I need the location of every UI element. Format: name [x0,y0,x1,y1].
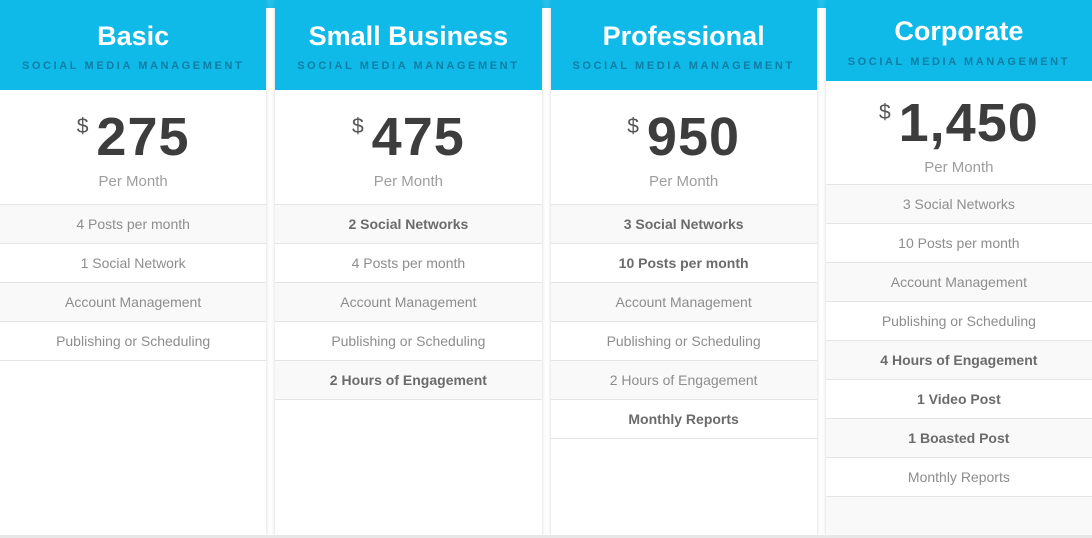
feature-text: Account Management [65,294,202,310]
plan-title: Professional [602,20,765,51]
feature-row: Publishing or Scheduling [825,301,1092,340]
feature-row: Account Management [275,282,542,321]
feature-row: Monthly Reports [825,457,1092,496]
plan-header: Corporate SOCIAL MEDIA MANAGEMENT [825,0,1092,82]
feature-row: Account Management [0,282,267,321]
price-amount: $475 [352,110,465,164]
feature-text: Account Management [615,294,752,310]
feature-row: 1 Boasted Post [825,418,1092,457]
feature-text: 4 Posts per month [351,255,466,271]
feature-text: 4 Posts per month [76,216,190,232]
plan-title: Basic [97,20,170,51]
currency-symbol: $ [878,100,891,124]
plan-card-small-business: Small Business SOCIAL MEDIA MANAGEMENT $… [275,0,542,535]
feature-row: Publishing or Scheduling [275,321,542,360]
feature-row: 4 Hours of Engagement [825,340,1092,379]
feature-text: 1 Video Post [916,391,1001,407]
currency-symbol: $ [76,115,89,138]
feature-text: 4 Hours of Engagement [880,352,1038,368]
feature-list: 3 Social Networks 10 Posts per month Acc… [825,184,1092,535]
feature-text: Monthly Reports [628,411,739,427]
price-amount: $950 [627,110,740,164]
feature-row: 10 Posts per month [550,243,817,282]
feature-list: 4 Posts per month 1 Social Network Accou… [0,204,267,535]
feature-row: Account Management [550,282,817,321]
price-period: Per Month [649,173,719,190]
top-accent-strip [0,0,1092,8]
plan-title: Small Business [308,20,509,51]
feature-text: 3 Social Networks [623,216,744,232]
feature-row: 2 Hours of Engagement [275,360,542,399]
price-number: 475 [371,107,465,167]
currency-symbol: $ [627,115,639,138]
feature-list-filler [0,360,267,535]
feature-row: 4 Posts per month [275,243,542,282]
currency-symbol: $ [351,115,364,138]
bottom-edge [0,535,1092,538]
plan-subtitle: SOCIAL MEDIA MANAGEMENT [847,55,1071,68]
feature-row: 10 Posts per month [825,223,1092,262]
plan-price: $950 Per Month [550,90,817,204]
plan-price: $475 Per Month [275,90,542,204]
price-period: Per Month [924,158,994,176]
feature-row: 3 Social Networks [825,184,1092,223]
plan-subtitle: SOCIAL MEDIA MANAGEMENT [21,60,245,73]
price-number: 950 [646,107,741,167]
feature-row: 2 Social Networks [275,204,542,243]
plan-header: Basic SOCIAL MEDIA MANAGEMENT [0,0,267,90]
feature-text: Account Management [890,274,1027,290]
feature-text: 2 Social Networks [348,216,469,232]
feature-row: 3 Social Networks [550,204,817,243]
plan-card-basic: Basic SOCIAL MEDIA MANAGEMENT $275 Per M… [0,0,267,535]
plan-header: Small Business SOCIAL MEDIA MANAGEMENT [275,0,542,90]
feature-row: Monthly Reports [550,399,817,438]
feature-text: 2 Hours of Engagement [609,372,758,388]
feature-list-filler [275,399,542,535]
feature-row: Publishing or Scheduling [550,321,817,360]
price-amount: $1,450 [879,96,1039,150]
price-amount: $275 [77,110,190,164]
feature-text: Publishing or Scheduling [881,313,1036,329]
feature-row-empty [825,496,1092,535]
feature-text: Account Management [340,294,477,310]
feature-list: 2 Social Networks 4 Posts per month Acco… [275,204,542,535]
feature-text: 10 Posts per month [898,235,1020,251]
feature-text: Publishing or Scheduling [331,333,486,349]
plan-card-professional: Professional SOCIAL MEDIA MANAGEMENT $95… [550,0,817,535]
feature-list: 3 Social Networks 10 Posts per month Acc… [550,204,817,535]
feature-text: 2 Hours of Engagement [329,372,487,388]
plan-card-corporate: Corporate SOCIAL MEDIA MANAGEMENT $1,450… [825,0,1092,535]
feature-text: Publishing or Scheduling [606,333,761,349]
plan-header: Professional SOCIAL MEDIA MANAGEMENT [550,0,817,90]
feature-text: 1 Social Network [80,255,186,271]
price-period: Per Month [373,173,443,190]
feature-row: Publishing or Scheduling [0,321,267,360]
feature-row: 2 Hours of Engagement [550,360,817,399]
feature-row: 4 Posts per month [0,204,267,243]
feature-text: Monthly Reports [907,469,1010,485]
price-number: 1,450 [898,92,1039,153]
feature-list-filler [550,438,817,535]
feature-text: 10 Posts per month [618,255,749,271]
plan-subtitle: SOCIAL MEDIA MANAGEMENT [297,60,520,73]
plan-price: $275 Per Month [0,90,267,204]
feature-text: Publishing or Scheduling [56,333,211,349]
plan-price: $1,450 Per Month [825,81,1092,184]
price-period: Per Month [98,173,168,190]
price-number: 275 [96,107,190,167]
feature-row: 1 Video Post [825,379,1092,418]
feature-text: 1 Boasted Post [908,430,1010,446]
plan-title: Corporate [894,16,1024,47]
feature-row: Account Management [825,262,1092,301]
feature-text: 3 Social Networks [902,196,1015,212]
plan-subtitle: SOCIAL MEDIA MANAGEMENT [572,60,795,73]
feature-row: 1 Social Network [0,243,267,282]
